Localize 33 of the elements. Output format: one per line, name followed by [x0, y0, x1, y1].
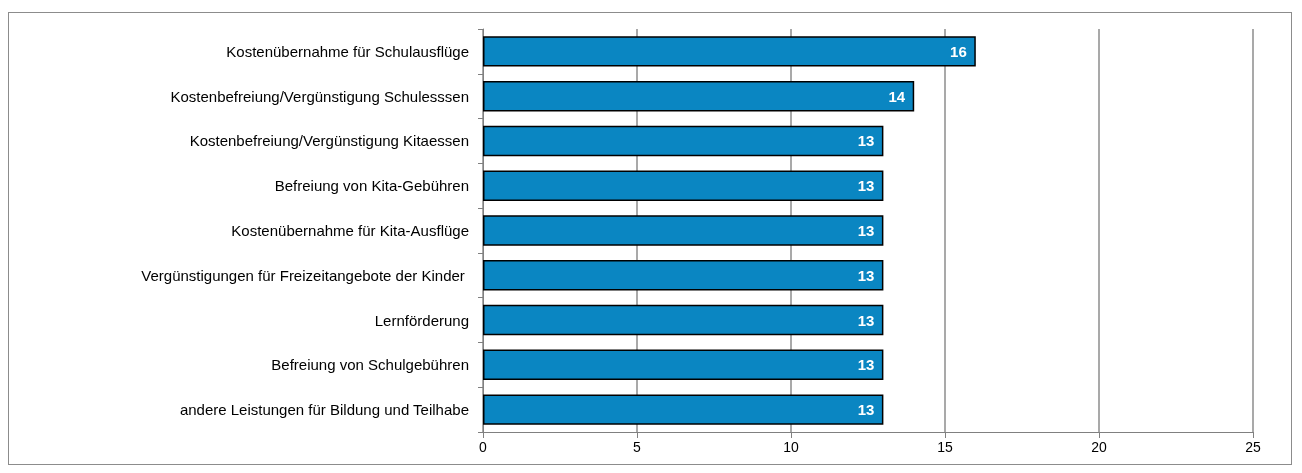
- x-tick-label: 25: [1245, 439, 1261, 455]
- y-tick-label: Befreiung von Schulgebühren: [271, 356, 469, 374]
- data-label: 13: [857, 132, 875, 150]
- data-label: 14: [888, 87, 906, 105]
- data-label: 13: [857, 311, 875, 329]
- bar: [483, 215, 884, 246]
- x-tick-label: 15: [937, 439, 953, 455]
- bar: [483, 260, 884, 291]
- data-label: 16: [950, 42, 967, 60]
- data-label: 13: [857, 356, 875, 374]
- data-label: 13: [857, 177, 875, 195]
- bar: [483, 125, 884, 157]
- y-tick-label: Kostenübernahme für Kita-Ausflüge: [231, 222, 469, 239]
- data-label: 13: [857, 222, 875, 239]
- bar: [483, 80, 915, 112]
- x-tick-label: 0: [479, 439, 488, 455]
- y-tick-label: Kostenbefreiung/Vergünstigung Kitaessen: [189, 132, 469, 150]
- bar: [483, 36, 976, 67]
- bar: [483, 349, 884, 381]
- data-label: 13: [857, 401, 875, 419]
- x-tick-label: 5: [633, 439, 642, 455]
- bar: [483, 304, 884, 336]
- data-label: 13: [857, 266, 875, 284]
- bar: [483, 170, 884, 201]
- y-tick-label: andere Leistungen für Bildung und Teilhabe: [179, 401, 469, 419]
- x-tick-label: 10: [783, 439, 799, 455]
- y-tick-label: Kostenübernahme für Schulausflüge: [226, 42, 469, 60]
- x-tick-label: 20: [1091, 439, 1107, 455]
- y-tick-label: Lernförderung: [374, 311, 469, 329]
- y-tick-label: Befreiung von Kita-Gebühren: [274, 177, 469, 195]
- bar: [483, 394, 884, 425]
- y-tick-label: Kostenbefreiung/Vergünstigung Schulesssen: [170, 87, 469, 105]
- y-tick-label: Vergünstigungen für Freizeitangebote der Kinder: [141, 266, 469, 284]
